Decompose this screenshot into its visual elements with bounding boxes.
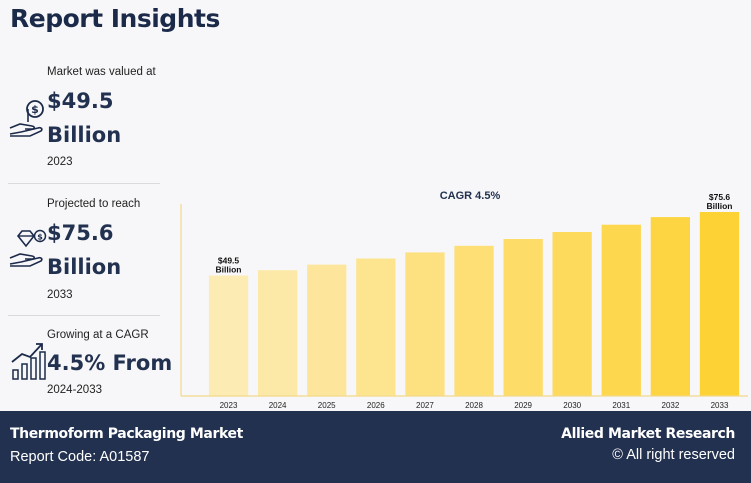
chart-annotation: CAGR 4.5%	[440, 190, 501, 202]
x-tick-label: 2023	[220, 401, 238, 410]
stat-caption: Projected to reach	[47, 198, 141, 210]
footer: Thermoform Packaging Market Report Code:…	[0, 411, 751, 483]
x-tick-label: 2030	[563, 401, 581, 410]
bar-2030	[552, 232, 592, 396]
footer-brand: Allied Market Research	[561, 426, 735, 442]
page-title: Report Insights	[10, 4, 220, 33]
stat-caption: Growing at a CAGR	[47, 329, 149, 341]
bar-2023	[208, 275, 249, 396]
divider	[8, 183, 160, 184]
money-hand-icon: $	[9, 100, 44, 137]
stat-value-unit: Billion	[47, 123, 122, 147]
x-tick-label: 2031	[612, 401, 630, 410]
x-tick-label: 2029	[514, 401, 532, 410]
bar-2032	[650, 217, 690, 396]
stat-value: 4.5% From	[47, 351, 173, 375]
divider	[8, 315, 160, 316]
bar-2027	[405, 252, 445, 396]
data-label: $75.6	[709, 192, 731, 202]
diamond-hand-icon: $	[9, 229, 47, 267]
stat-value-unit: Billion	[47, 255, 122, 279]
footer-report-code: Report Code: A01587	[10, 449, 150, 465]
svg-text:$: $	[37, 233, 43, 242]
footer-rights: © All right reserved	[612, 447, 735, 463]
data-label: Billion	[707, 201, 733, 211]
stat-year: 2024-2033	[47, 384, 102, 396]
bar-2031	[601, 224, 641, 396]
x-tick-label: 2024	[269, 401, 287, 410]
stat-value: $75.6	[47, 221, 114, 245]
x-tick-label: 2026	[367, 401, 385, 410]
x-tick-label: 2027	[416, 401, 434, 410]
bar-2026	[356, 258, 396, 396]
x-tick-label: 2028	[465, 401, 483, 410]
bar-2024	[258, 270, 298, 396]
bar-2025	[307, 264, 347, 396]
data-label: Billion	[216, 265, 242, 275]
x-tick-label: 2032	[662, 401, 680, 410]
bar-2033	[699, 212, 740, 396]
bar-2029	[503, 239, 543, 396]
x-tick-label: 2033	[711, 401, 729, 410]
data-label: $49.5	[218, 256, 240, 266]
growth-chart-icon	[11, 343, 46, 380]
svg-text:$: $	[31, 103, 39, 116]
footer-market-title: Thermoform Packaging Market	[10, 426, 243, 442]
stat-year: 2023	[47, 156, 73, 168]
bar-2028	[454, 245, 494, 396]
stat-caption: Market was valued at	[47, 66, 156, 78]
stat-year: 2033	[47, 289, 73, 301]
x-tick-label: 2025	[318, 401, 336, 410]
stat-value: $49.5	[47, 89, 114, 113]
